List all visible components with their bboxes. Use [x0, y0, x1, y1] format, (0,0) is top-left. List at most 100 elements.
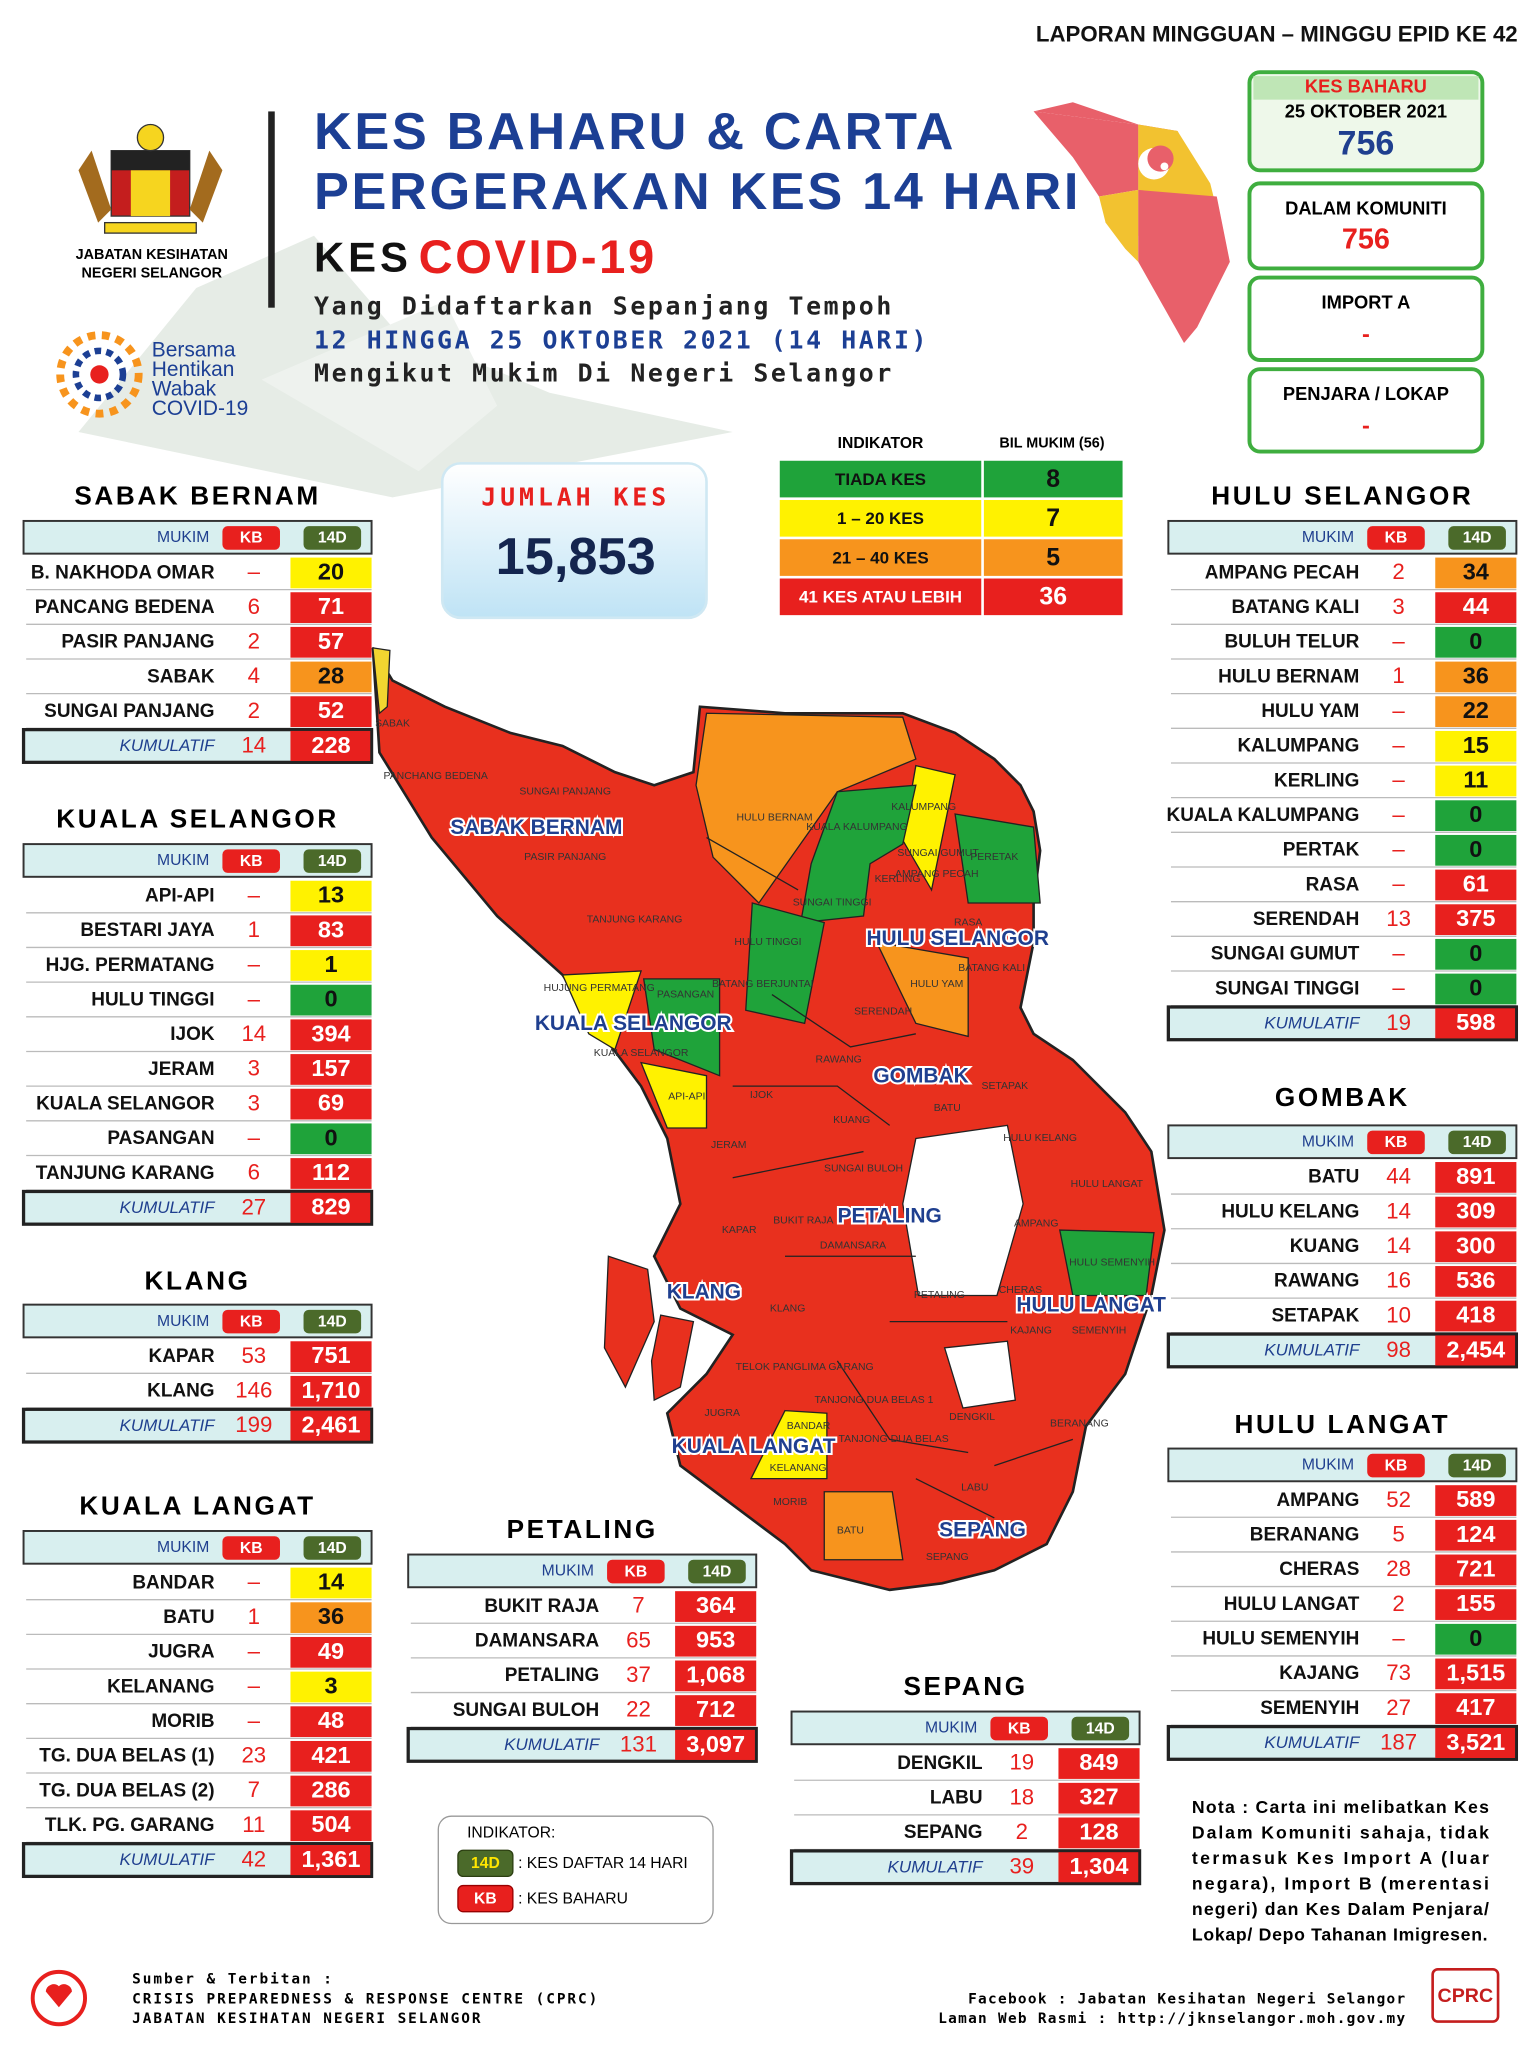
subtitle-date: 12 HINGGA 25 OKTOBER 2021 (14 HARI)	[314, 326, 929, 355]
district-title: GOMBAK	[1275, 1082, 1410, 1112]
kb-value: 18	[1009, 1784, 1034, 1809]
mukim-label: IJOK	[750, 1090, 773, 1101]
kb-total: 27	[241, 1194, 266, 1219]
kb-value: –	[248, 1639, 261, 1664]
district-title: KUALA LANGAT	[79, 1490, 315, 1520]
map-area	[642, 978, 721, 1077]
col-header: KB	[1008, 1720, 1031, 1737]
mukim-label: AMPANG	[1014, 1218, 1059, 1229]
kb-value: 23	[241, 1743, 266, 1768]
d14-cell	[290, 1740, 372, 1772]
d14-value: 417	[1456, 1694, 1495, 1720]
d14-cell	[1435, 1727, 1516, 1758]
mukim-name: BANDAR	[132, 1572, 214, 1593]
kb-value: 37	[626, 1662, 651, 1687]
legend-chip	[457, 1884, 514, 1913]
footer-link: Facebook : Jabatan Kesihatan Negeri Sela…	[968, 1991, 1406, 2007]
legend: INDIKATOR: 14D: KES DAFTAR 14 HARI KB: KES…	[437, 1815, 714, 1925]
kb-value: –	[1392, 802, 1405, 827]
indicator-header: BIL MUKIM (56)	[999, 436, 1104, 452]
d14-value: 15	[1463, 732, 1489, 758]
kb-value: –	[1392, 767, 1405, 792]
d14-cell	[1058, 1852, 1139, 1883]
kb-chip	[1367, 1453, 1425, 1478]
mukim-label: CHERAS	[999, 1285, 1043, 1296]
mukim-name: CHERAS	[1279, 1559, 1359, 1580]
map-area	[745, 902, 826, 1025]
district-title: SEPANG	[903, 1671, 1027, 1701]
note-line: Nota : Carta ini melibatkan Kes	[1192, 1797, 1489, 1817]
summary-box	[1247, 181, 1485, 271]
kb-value: 3	[248, 1056, 260, 1081]
cprc-text: CPRC	[1438, 1985, 1494, 2007]
d14-cell	[1435, 1231, 1517, 1263]
d14-cell	[675, 1729, 755, 1760]
map: SABAK BERNAM HULU SELANGOR KUALA SELANGOR G…	[371, 647, 1168, 1592]
d14-cell	[290, 1054, 372, 1085]
col-header: 14D	[1463, 1457, 1492, 1474]
district-label: SABAK BERNAM	[450, 816, 622, 839]
mukim-name: KELANANG	[107, 1676, 215, 1697]
kb-value: 2	[1392, 1591, 1404, 1616]
mukim-name: SETAPAK	[1272, 1305, 1360, 1326]
d14-value: 69	[318, 1090, 344, 1116]
d14-cell	[290, 1192, 371, 1223]
d14-value: 1,068	[686, 1661, 745, 1687]
indicator-count: 36	[1039, 584, 1067, 611]
d14-cell	[1058, 1748, 1140, 1779]
kb-value: 10	[1386, 1302, 1411, 1327]
map-area	[372, 647, 391, 715]
d14-value: 309	[1456, 1198, 1495, 1224]
kb-value: 2	[1392, 559, 1404, 584]
kb-value: –	[248, 1569, 261, 1594]
kb-total: 39	[1009, 1854, 1034, 1879]
mukim-label: BATANG KALI	[958, 963, 1025, 974]
d14-value: 28	[318, 663, 344, 689]
d14-cell	[290, 1088, 372, 1120]
kb-value: 19	[1009, 1750, 1034, 1775]
district-title: KLANG	[145, 1265, 251, 1295]
title: PERGERAKAN KES 14 HARI	[314, 163, 1081, 221]
kb-value: 3	[248, 1090, 260, 1115]
mukim-name: BATU	[1308, 1167, 1359, 1188]
col-header: MUKIM	[157, 529, 209, 546]
d14-cell	[290, 984, 372, 1016]
d14-value: 504	[311, 1811, 350, 1837]
total-value: 15,853	[496, 528, 656, 586]
summary-label: KES BAHARU	[1305, 76, 1427, 97]
note: Nota : Carta ini melibatkan Kes Dalam Kom…	[1192, 1797, 1489, 1945]
d14-value: 83	[318, 916, 344, 942]
d14-chip	[303, 1309, 362, 1334]
d14-value: 155	[1456, 1590, 1495, 1616]
col-header: KB	[1385, 1457, 1408, 1474]
d14-cell	[1435, 592, 1517, 623]
d14-cell	[290, 1844, 371, 1876]
mukim-label: MORIB	[773, 1497, 807, 1508]
total-label: JUMLAH KES	[481, 483, 670, 512]
indicator-header: INDIKATOR	[838, 435, 924, 452]
d14-cell	[290, 1775, 372, 1807]
col-header: MUKIM	[542, 1563, 594, 1580]
indicator-label: TIADA KES	[835, 470, 926, 489]
d14-cell	[290, 880, 372, 912]
d14-cell	[675, 1625, 757, 1657]
kb-value: 1	[248, 1604, 260, 1629]
d14-value: 48	[318, 1707, 344, 1733]
kb-value: 28	[1386, 1556, 1411, 1581]
d14-total: 3,521	[1446, 1729, 1505, 1755]
kb-total: 187	[1380, 1729, 1417, 1754]
d14-value: 589	[1456, 1486, 1495, 1512]
indicator-cell	[983, 460, 1123, 498]
mukim-label: HULU YAM	[910, 979, 963, 990]
kb-value: 1	[248, 917, 260, 942]
kb-value: –	[1392, 1625, 1405, 1650]
district-title: KUALA SELANGOR	[56, 803, 339, 833]
district-title: SABAK BERNAM	[74, 480, 320, 510]
d14-value: 52	[318, 697, 344, 723]
kb-value: 16	[1386, 1268, 1411, 1293]
d14-value: 13	[318, 882, 344, 908]
covid-label: COVID-19	[419, 230, 657, 283]
d14-value: 14	[318, 1569, 344, 1595]
d14-cell	[1435, 1335, 1516, 1366]
